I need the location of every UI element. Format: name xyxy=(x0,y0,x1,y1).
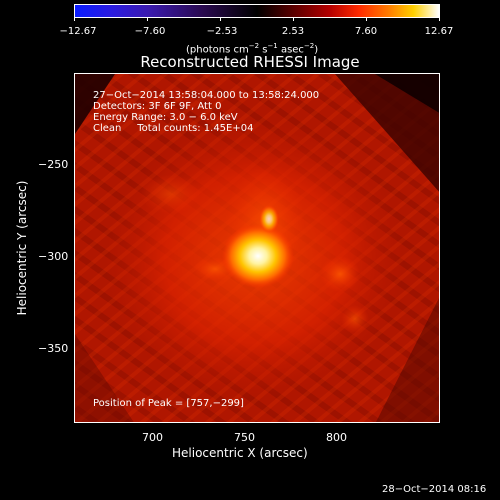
image-plot: 27−Oct−2014 13:58:04.000 to 13:58:24.000… xyxy=(74,73,440,423)
colorbar-tick xyxy=(220,17,221,21)
y-tick-label: −300 xyxy=(38,250,69,263)
colorbar-tick xyxy=(74,17,75,21)
colorbar-tick xyxy=(147,17,148,21)
energy-range-text: Energy Range: 3.0 − 6.0 keV xyxy=(93,112,238,123)
colorbar-tick-label: −12.67 xyxy=(59,26,97,37)
peak-source xyxy=(222,224,294,288)
x-tick-label: 750 xyxy=(234,431,255,444)
time-range-text: 27−Oct−2014 13:58:04.000 to 13:58:24.000 xyxy=(93,90,320,101)
detectors-text: Detectors: 3F 6F 9F, Att 0 xyxy=(93,101,222,112)
colorbar-tick-label: 7.60 xyxy=(354,26,378,37)
footer-timestamp: 28−Oct−2014 08:16 xyxy=(382,484,487,495)
image-title: Reconstructed RHESSI Image xyxy=(140,53,360,71)
colorbar-tick-label: 12.67 xyxy=(424,26,454,37)
colorbar-tick-label: −7.60 xyxy=(134,26,166,37)
colorbar-tick xyxy=(366,17,367,21)
colorbar-units: (photons cm−2 s−1 asec−2) xyxy=(186,42,319,56)
colorbar xyxy=(74,4,440,18)
x-tick-label: 800 xyxy=(326,431,347,444)
clean-counts-text: Clean Total counts: 1.45E+04 xyxy=(93,123,254,134)
y-tick-label: −250 xyxy=(38,158,69,171)
colorbar-tick xyxy=(293,17,294,21)
y-axis-title: Heliocentric Y (arcsec) xyxy=(15,180,29,316)
colorbar-tick-label: −2.53 xyxy=(206,26,238,37)
x-axis-title: Heliocentric X (arcsec) xyxy=(172,446,308,460)
x-tick-label: 700 xyxy=(142,431,163,444)
x-ray-intensity-map xyxy=(75,74,439,422)
peak-position-text: Position of Peak = [757,−299] xyxy=(93,398,244,409)
y-tick-label: −350 xyxy=(38,342,69,355)
colorbar-tick-label: 2.53 xyxy=(281,26,305,37)
colorbar-tick xyxy=(439,17,440,21)
